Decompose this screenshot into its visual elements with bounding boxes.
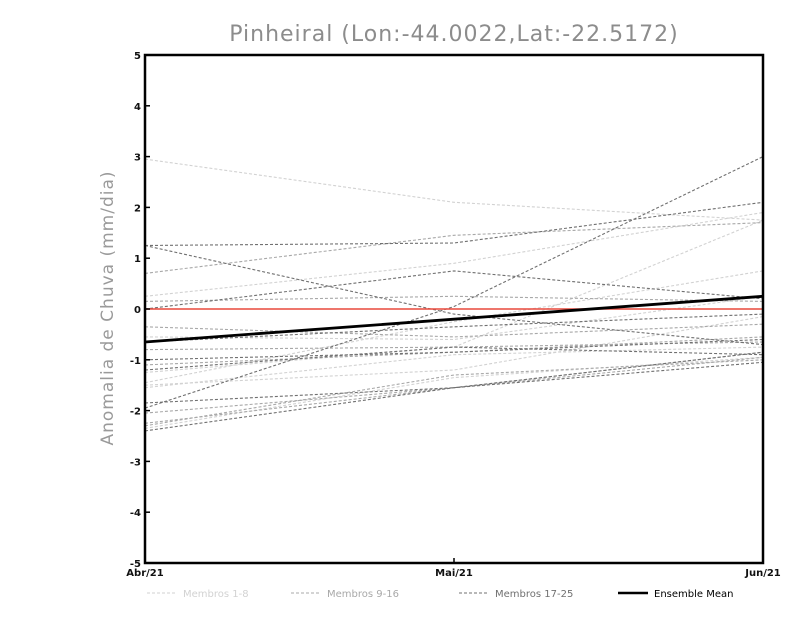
- x-tick-label: Jun/21: [744, 568, 781, 579]
- member-line-m3: [144, 219, 764, 374]
- y-axis-label: Anomalia de Chuva (mm/dia): [98, 170, 118, 445]
- member-line-m20: [144, 270, 764, 310]
- legend-label: Membros 9-16: [327, 589, 399, 600]
- member-line-m10: [144, 295, 764, 302]
- member-line-m19: [144, 156, 764, 409]
- member-line-m17: [144, 201, 764, 247]
- member-line-m22: [144, 338, 764, 361]
- legend: Membros 1-8 Membros 9-16 Membros 17-25 Ense…: [147, 589, 733, 600]
- member-line-m6: [144, 316, 764, 386]
- y-tick-label: -5: [130, 559, 141, 570]
- member-line-m25: [144, 361, 764, 432]
- y-tick-label: 2: [134, 203, 141, 214]
- y-tick-label: 0: [134, 305, 141, 316]
- member-line-m18: [144, 244, 764, 346]
- legend-label: Membros 17-25: [495, 589, 573, 600]
- x-tick-label: Mai/21: [435, 568, 473, 579]
- y-tick-label: -1: [130, 356, 141, 367]
- member-line-m11: [144, 323, 764, 338]
- member-line-m7: [144, 346, 764, 389]
- member-line-m13: [144, 336, 764, 366]
- member-line-m23: [144, 346, 764, 371]
- member-line-m2: [144, 211, 764, 297]
- member-line-m9: [144, 222, 764, 274]
- y-tick-label: 5: [134, 51, 141, 62]
- y-tick-label: -4: [130, 508, 141, 519]
- member-line-m5: [144, 295, 764, 341]
- ensemble-mean-line: [144, 294, 764, 344]
- member-line-m15: [144, 356, 764, 424]
- axes: -5 -4 -3 -2 -1 0 1 2 3 4 5 Abr/21 Mai/21 Jun/21: [126, 51, 781, 579]
- member-line-m4: [144, 270, 764, 384]
- member-line-m16: [144, 359, 764, 427]
- y-tick-label: -2: [130, 407, 141, 418]
- member-line-m1: [144, 158, 764, 221]
- member-line-m24: [144, 351, 764, 404]
- member-lines: [144, 156, 764, 432]
- y-tick-label: 4: [134, 102, 141, 113]
- chart-title: Pinheiral (Lon:-44.0022,Lat:-22.5172): [229, 22, 679, 47]
- ensemble-mean-layer: [144, 294, 764, 344]
- y-tick-label: 1: [134, 254, 141, 265]
- legend-label: Ensemble Mean: [654, 589, 733, 600]
- member-line-m21: [144, 313, 764, 343]
- y-tick-label: 3: [134, 153, 141, 164]
- member-line-m8: [144, 356, 764, 429]
- y-tick-label: -3: [130, 457, 141, 468]
- legend-label: Membros 1-8: [183, 589, 249, 600]
- x-tick-label: Abr/21: [126, 568, 163, 579]
